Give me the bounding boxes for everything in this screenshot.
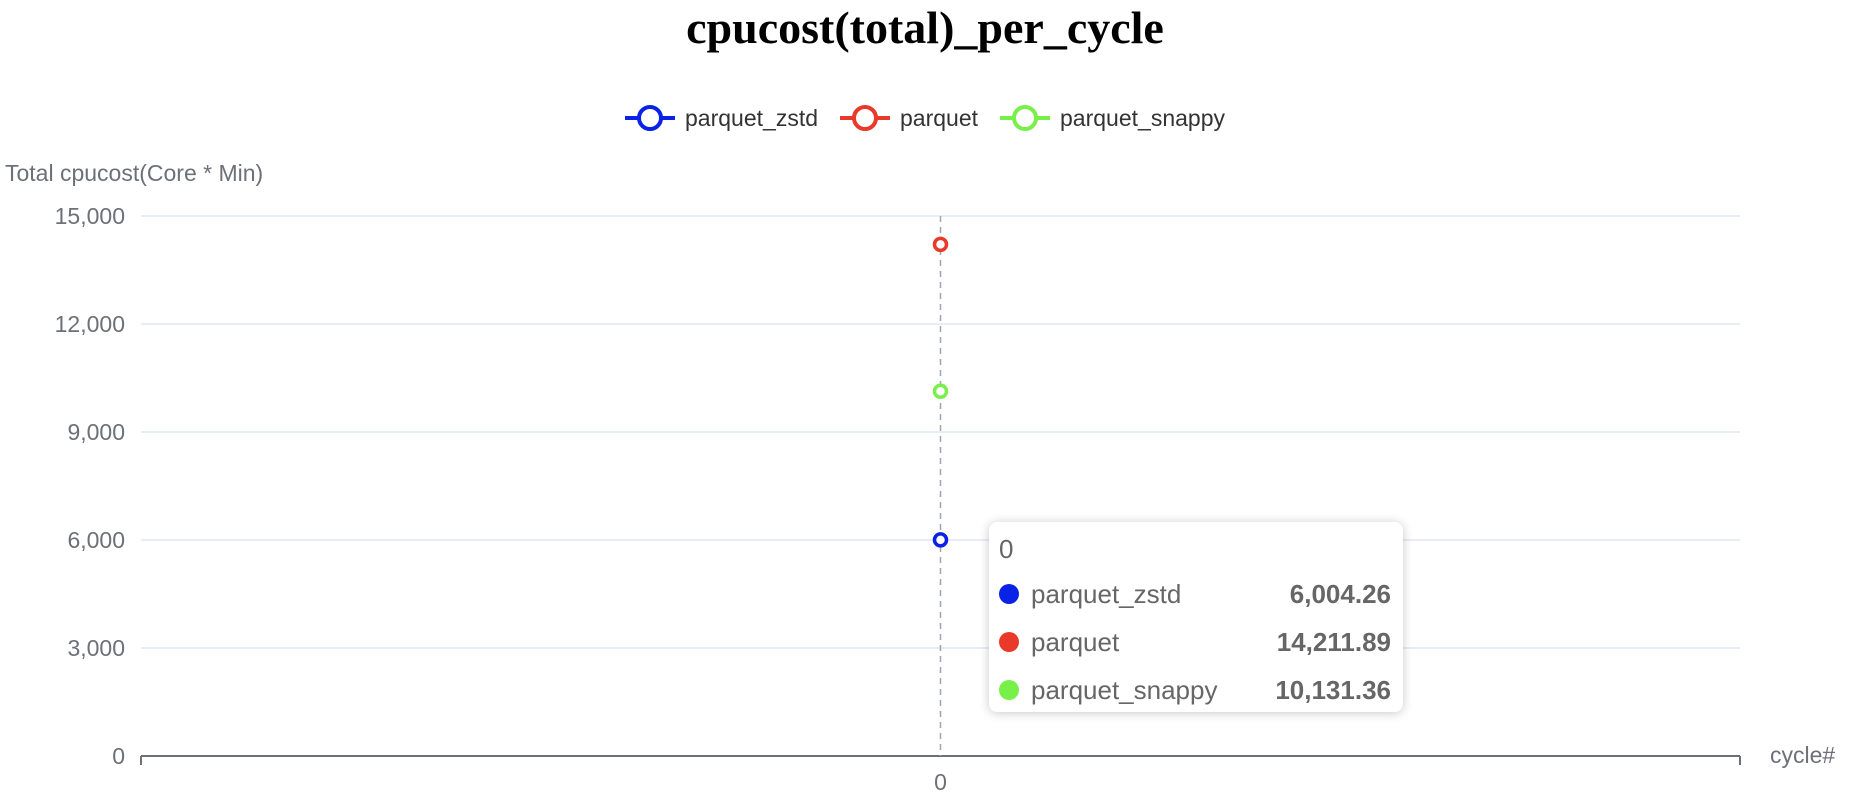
tooltip-series-name: parquet_snappy xyxy=(1031,674,1218,705)
data-point-parquet-zstd[interactable] xyxy=(932,532,949,548)
y-tick-label: 6,000 xyxy=(67,527,125,553)
y-tick-label: 9,000 xyxy=(67,419,125,445)
series-marker-icon xyxy=(999,680,1019,700)
legend-circle-icon xyxy=(637,105,664,131)
series-marker-icon xyxy=(999,584,1019,604)
y-tick-label: 3,000 xyxy=(67,635,125,661)
legend[interactable]: parquet_zstd parquet parquet_snappy xyxy=(625,105,1225,131)
tooltip: 0 parquet_zstd 6,004.26 parquet 14,211.8… xyxy=(989,522,1403,712)
tooltip-row-parquet: parquet 14,211.89 xyxy=(999,618,1393,666)
y-axis-label: Total cpucost(Core * Min) xyxy=(5,160,263,186)
legend-circle-icon xyxy=(852,105,878,131)
legend-item-parquet-zstd[interactable]: parquet_zstd xyxy=(625,105,818,131)
legend-item-parquet-snappy[interactable]: parquet_snappy xyxy=(1000,105,1225,131)
tooltip-row-parquet-snappy: parquet_snappy 10,131.36 xyxy=(999,666,1393,714)
tooltip-series-value: 6,004.26 xyxy=(1289,578,1391,609)
chart-title: cpucost(total)_per_cycle xyxy=(686,2,1164,53)
y-axis-ticks: 0 3,000 6,000 9,000 12,000 15,000 xyxy=(55,203,125,769)
tooltip-row-parquet-zstd: parquet_zstd 6,004.26 xyxy=(999,570,1393,618)
legend-item-parquet[interactable]: parquet xyxy=(840,105,979,131)
tooltip-series-name: parquet xyxy=(1031,626,1120,657)
tooltip-series-name: parquet_zstd xyxy=(1031,578,1182,609)
y-tick-label: 0 xyxy=(112,743,125,769)
y-tick-label: 12,000 xyxy=(55,311,125,337)
x-tick-label: 0 xyxy=(934,769,947,795)
legend-circle-icon xyxy=(1012,105,1039,131)
legend-label: parquet_zstd xyxy=(685,105,818,131)
series-marker-icon xyxy=(999,632,1019,652)
tooltip-series-value: 14,211.89 xyxy=(1276,626,1391,657)
y-tick-label: 15,000 xyxy=(55,203,125,229)
x-axis-label: cycle# xyxy=(1770,742,1835,768)
x-axis-ticks: 0 xyxy=(140,756,1741,795)
legend-label: parquet xyxy=(900,105,979,131)
tooltip-series-value: 10,131.36 xyxy=(1275,674,1391,705)
data-point-parquet-snappy[interactable] xyxy=(932,383,949,400)
tooltip-header: 0 xyxy=(999,534,1014,564)
data-points[interactable] xyxy=(932,236,949,548)
data-point-parquet[interactable] xyxy=(932,236,949,253)
legend-label: parquet_snappy xyxy=(1060,105,1225,131)
